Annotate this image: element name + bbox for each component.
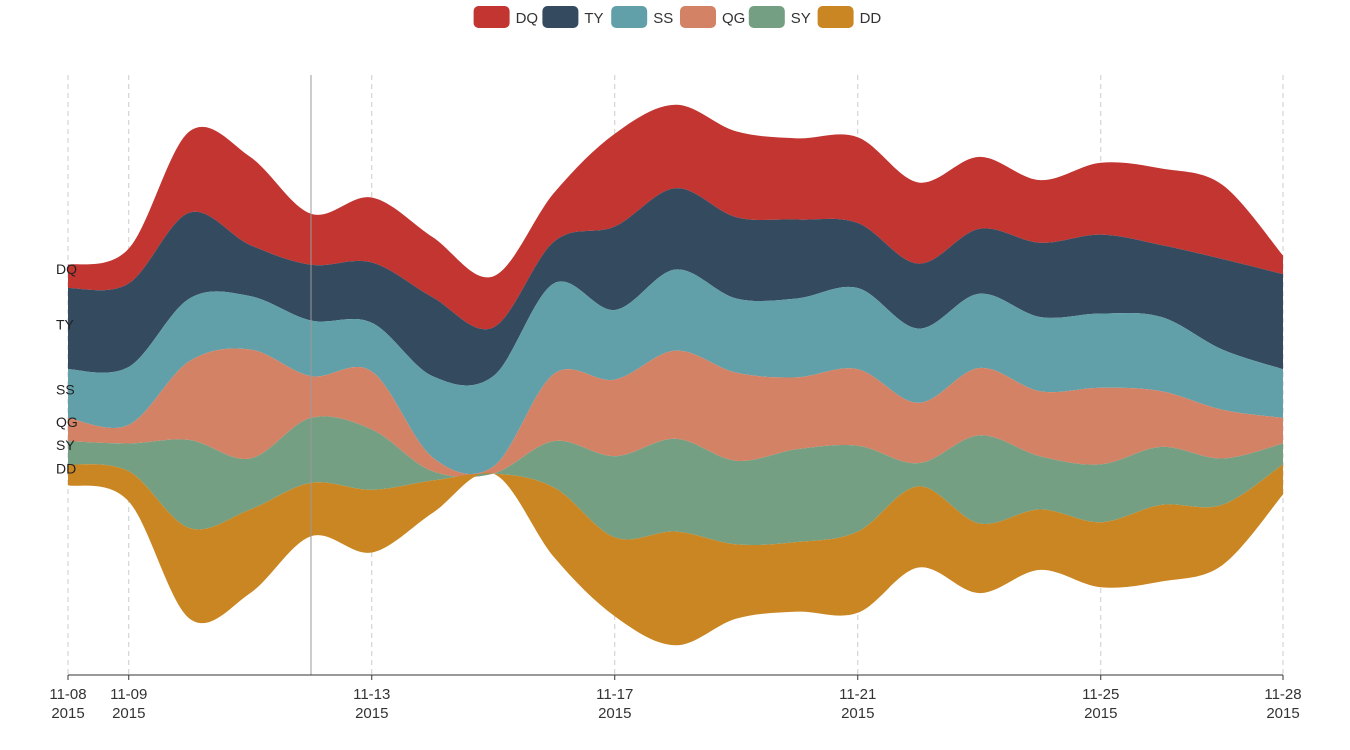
legend-swatch bbox=[748, 6, 785, 28]
legend-item-ss[interactable]: SS bbox=[611, 6, 673, 28]
legend-label: TY bbox=[584, 10, 603, 27]
legend-item-qg[interactable]: QG bbox=[680, 6, 745, 28]
legend-swatch bbox=[817, 6, 854, 28]
legend-label: DQ bbox=[516, 10, 539, 27]
legend-label: SS bbox=[653, 10, 673, 27]
series-label-qg: QG bbox=[56, 414, 78, 430]
legend-item-ty[interactable]: TY bbox=[542, 6, 604, 28]
legend-label: QG bbox=[722, 10, 745, 27]
legend-label: DD bbox=[860, 10, 882, 27]
legend-swatch bbox=[611, 6, 648, 28]
river-layer-qg[interactable] bbox=[68, 348, 1283, 478]
legend-swatch bbox=[680, 6, 716, 28]
x-tick-label: 11-21 2015 bbox=[839, 686, 876, 722]
river-layer-dq[interactable] bbox=[68, 104, 1283, 330]
legend-swatch bbox=[542, 6, 579, 28]
x-tick-label: 11-17 2015 bbox=[596, 686, 633, 722]
x-tick-label: 11-13 2015 bbox=[353, 686, 390, 722]
x-tick-label: 11-09 2015 bbox=[110, 686, 147, 722]
series-label-ty: TY bbox=[56, 317, 75, 333]
series-label-sy: SY bbox=[56, 437, 75, 453]
series-label-dd: DD bbox=[56, 460, 76, 476]
river-layer-sy[interactable] bbox=[68, 416, 1283, 546]
series-label-ss: SS bbox=[56, 382, 75, 398]
x-axis: 11-08 2015 11-09 2015 11-13 2015 11-17 2015 11-2… bbox=[49, 674, 1302, 722]
river-layer-dd[interactable] bbox=[68, 464, 1283, 646]
x-tick-label: 11-25 2015 bbox=[1082, 686, 1119, 722]
legend-item-dq[interactable]: DQ bbox=[473, 6, 539, 28]
x-tick-label: 11-08 2015 bbox=[49, 686, 86, 722]
legend: DQ TY SS QG SY DD bbox=[473, 6, 882, 28]
legend-swatch bbox=[473, 6, 510, 28]
x-tick-label: 11-28 2015 bbox=[1264, 686, 1301, 722]
series-label-dq: DQ bbox=[56, 261, 77, 277]
legend-item-sy[interactable]: SY bbox=[748, 6, 811, 28]
river-layer-ty[interactable] bbox=[68, 188, 1283, 386]
series-labels: DQ TY SS QG SY DD bbox=[56, 261, 78, 477]
legend-label: SY bbox=[791, 10, 811, 27]
river-layers bbox=[68, 104, 1283, 646]
river-layer-ss[interactable] bbox=[68, 269, 1283, 475]
legend-item-dd[interactable]: DD bbox=[817, 6, 882, 28]
